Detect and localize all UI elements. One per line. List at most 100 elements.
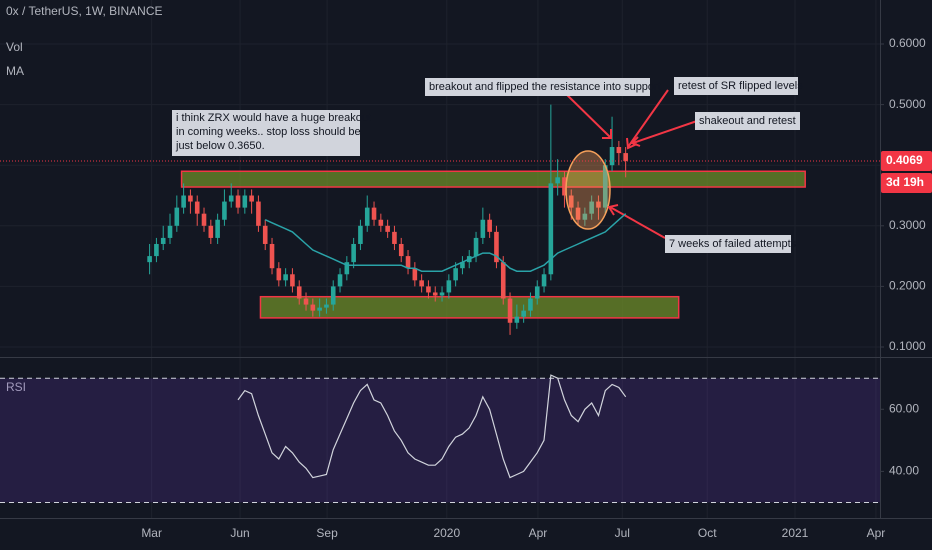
last-price-label: 0.4069 — [886, 153, 923, 167]
candle-body — [201, 213, 207, 226]
x-tick-label: Sep — [316, 526, 338, 540]
candle-body — [337, 274, 343, 287]
arrows — [561, 89, 698, 239]
candle-body — [262, 225, 268, 244]
x-tick-label: 2021 — [782, 526, 809, 540]
x-tick-label: Apr — [529, 526, 548, 540]
candle-body — [296, 286, 302, 299]
candle-body — [589, 201, 594, 214]
x-tick-label: Oct — [698, 526, 717, 540]
candle-body — [609, 147, 615, 166]
candle-body — [215, 219, 220, 238]
candle-body — [521, 310, 526, 317]
candle-body — [507, 298, 513, 323]
candle-body — [412, 268, 418, 281]
candle-body — [555, 177, 560, 184]
annotation-text: shakeout and retest — [699, 115, 796, 127]
candle-body — [568, 195, 574, 208]
candle-body — [439, 292, 445, 296]
candle-body — [154, 243, 159, 257]
y-tick-label: 0.6000 — [889, 36, 926, 50]
candle-body — [330, 286, 336, 305]
grid — [0, 0, 880, 518]
y-tick-label: 0.2000 — [889, 279, 926, 293]
candle-body — [371, 207, 377, 220]
rsi-tick-label: 40.00 — [889, 464, 919, 478]
y-tick-label: 0.1000 — [889, 339, 926, 353]
annotation-text: retest of SR flipped levels — [678, 80, 803, 92]
candle-body — [147, 256, 152, 263]
candle-body — [473, 237, 479, 257]
candle-body — [344, 262, 350, 275]
candle-body — [303, 298, 309, 305]
candle-body — [242, 195, 248, 208]
y-tick-label: 0.3000 — [889, 218, 926, 232]
candle-body — [385, 225, 390, 232]
annotation-text: in coming weeks.. stop loss should be — [176, 126, 361, 138]
candle-body — [602, 165, 608, 208]
x-tick-label: 2020 — [433, 526, 460, 540]
candle-body — [426, 286, 431, 293]
candle-body — [616, 147, 622, 154]
candle-body — [528, 298, 533, 311]
candle-body — [222, 201, 227, 220]
arrow-head — [626, 137, 638, 150]
candle-body — [324, 304, 329, 308]
x-tick-label: Mar — [141, 526, 162, 540]
candle-body — [194, 201, 200, 214]
candle-body — [181, 195, 186, 208]
candle-body — [432, 292, 438, 296]
annotation-box — [674, 77, 798, 95]
rsi-band-fill — [0, 378, 880, 503]
arrow — [627, 89, 669, 148]
annotation-text: breakout and flipped the resistance into… — [429, 81, 661, 93]
candle-body — [351, 243, 356, 263]
candle-body — [235, 195, 241, 208]
candle-body — [500, 262, 506, 299]
candle-body — [228, 195, 234, 202]
countdown-label: 3d 19h — [886, 175, 924, 189]
indicator-label: MA — [6, 64, 24, 78]
candles — [147, 104, 628, 335]
rsi-line — [237, 374, 627, 479]
candle-body — [405, 256, 411, 269]
candle-body — [582, 213, 588, 220]
candle-body — [174, 207, 180, 226]
annotation-box — [665, 235, 791, 253]
arrow-head — [602, 129, 612, 139]
last-price-box — [881, 151, 932, 172]
x-tick-label: Jun — [230, 526, 249, 540]
annotation-box — [172, 110, 360, 156]
candle-body — [575, 207, 581, 220]
candle-body — [283, 274, 288, 281]
x-tick-label: Apr — [867, 526, 886, 540]
candle-body — [310, 304, 316, 311]
candle-body — [480, 219, 486, 238]
candle-body — [249, 195, 254, 202]
candle-body — [446, 280, 452, 293]
rsi-tick-label: 60.00 — [889, 401, 919, 415]
annotation-box — [425, 78, 650, 96]
candle-body — [208, 225, 214, 238]
candle-body — [398, 243, 404, 257]
candle-body — [419, 280, 424, 287]
candle-body — [290, 274, 295, 287]
candle-body — [392, 231, 397, 244]
arrow-head — [607, 204, 619, 216]
candle-body — [453, 268, 458, 281]
candle-body — [514, 316, 520, 323]
arrow — [561, 89, 611, 138]
candle-body — [378, 219, 384, 226]
candle-body — [276, 268, 282, 281]
candle-body — [269, 243, 275, 269]
countdown-box — [881, 173, 932, 194]
arrow — [609, 206, 666, 239]
y-tick-label: 0.5000 — [889, 97, 926, 111]
x-tick-label: Jul — [615, 526, 630, 540]
annotation-text: just below 0.3650. — [175, 140, 265, 152]
candle-body — [494, 231, 499, 263]
candle-body — [596, 201, 601, 208]
candle-body — [534, 286, 540, 299]
candle-body — [188, 195, 193, 202]
zone — [259, 295, 680, 319]
